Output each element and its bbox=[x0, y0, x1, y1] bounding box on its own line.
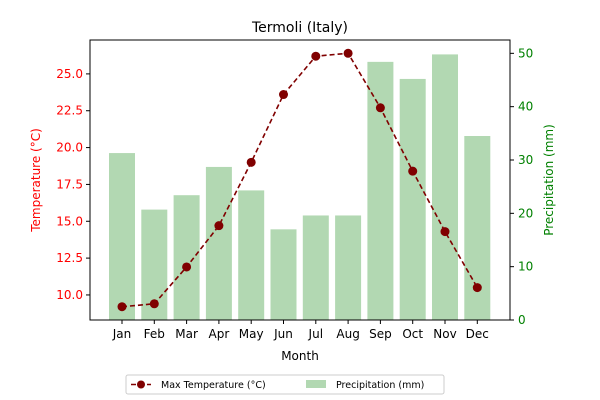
x-tick-label-jul: Jul bbox=[308, 327, 323, 341]
precipitation-bar-may bbox=[238, 190, 265, 320]
temperature-point-aug bbox=[343, 48, 353, 58]
temperature-point-jan bbox=[117, 302, 127, 312]
x-tick-label-sep: Sep bbox=[369, 327, 392, 341]
legend-bar-swatch bbox=[306, 380, 326, 388]
temperature-point-jul bbox=[311, 51, 321, 61]
chart-title: Termoli (Italy) bbox=[251, 20, 348, 36]
x-tick-label-nov: Nov bbox=[433, 327, 456, 341]
temperature-point-mar bbox=[182, 262, 192, 272]
right-y-tick-label: 30 bbox=[518, 153, 533, 167]
left-y-tick-label: 12.5 bbox=[56, 251, 83, 265]
x-axis: Jan Feb Mar Apr May Jun Jul Aug Sep Oct Nov Dec bbox=[112, 320, 489, 341]
right-y-tick-label: 0 bbox=[518, 313, 526, 327]
left-y-axis-label: Temperature (°C) bbox=[29, 128, 43, 233]
precipitation-bar-apr bbox=[205, 166, 232, 320]
x-tick-label-jun: Jun bbox=[273, 327, 293, 341]
plot-frame bbox=[89, 39, 511, 321]
temperature-point-dec bbox=[472, 283, 482, 293]
legend-label-precipitation: Precipitation (mm) bbox=[336, 380, 424, 391]
legend-marker-swatch bbox=[137, 380, 145, 389]
temperature-line-series bbox=[117, 48, 482, 312]
temperature-point-oct bbox=[408, 166, 418, 176]
x-tick-label-may: May bbox=[239, 327, 264, 341]
temperature-point-may bbox=[246, 157, 256, 167]
x-tick-label-apr: Apr bbox=[209, 327, 230, 341]
legend-label-temperature: Max Temperature (°C) bbox=[161, 380, 266, 391]
temperature-point-sep bbox=[375, 103, 385, 113]
right-y-tick-label: 20 bbox=[518, 206, 533, 220]
right-y-axis-label: Precipitation (mm) bbox=[542, 124, 556, 236]
precipitation-bar-nov bbox=[432, 54, 458, 321]
precipitation-bar-dec bbox=[464, 136, 491, 320]
precipitation-bar-jun bbox=[270, 229, 297, 320]
precipitation-bar-jan bbox=[109, 153, 135, 320]
left-y-tick-label: 22.5 bbox=[56, 104, 83, 118]
x-tick-label-jan: Jan bbox=[112, 327, 132, 341]
x-tick-label-aug: Aug bbox=[336, 327, 359, 341]
right-y-axis: 0 10 20 30 40 50 bbox=[510, 46, 533, 327]
left-y-tick-label: 20.0 bbox=[56, 141, 83, 155]
temperature-point-apr bbox=[214, 221, 224, 231]
right-y-tick-label: 10 bbox=[518, 260, 533, 274]
temperature-line bbox=[121, 52, 478, 308]
precipitation-bar-oct bbox=[399, 78, 426, 320]
left-y-tick-label: 17.5 bbox=[56, 177, 83, 191]
legend-box bbox=[125, 374, 445, 395]
x-tick-label-dec: Dec bbox=[466, 327, 489, 341]
precipitation-bar-sep bbox=[367, 61, 394, 320]
x-tick-label-mar: Mar bbox=[175, 327, 198, 341]
left-y-tick-label: 25.0 bbox=[56, 67, 83, 81]
right-y-tick-label: 40 bbox=[518, 100, 533, 114]
x-tick-label-feb: Feb bbox=[144, 327, 165, 341]
right-y-tick-label: 50 bbox=[518, 46, 533, 60]
precipitation-bars bbox=[109, 54, 491, 321]
left-y-tick-label: 15.0 bbox=[56, 214, 83, 228]
left-y-tick-label: 10.0 bbox=[56, 288, 83, 302]
temperature-point-jun bbox=[279, 90, 288, 100]
left-y-axis: 10.0 12.5 15.0 17.5 20.0 22.5 25.0 bbox=[56, 67, 90, 302]
x-axis-label: Month bbox=[281, 349, 319, 363]
legend: Max Temperature (°C) Precipitation (mm) bbox=[125, 374, 445, 395]
temperature-point-nov bbox=[440, 227, 450, 237]
precipitation-bar-jul bbox=[302, 215, 329, 320]
precipitation-bar-mar bbox=[173, 195, 200, 320]
temperature-point-feb bbox=[149, 299, 159, 309]
x-tick-label-oct: Oct bbox=[402, 327, 423, 341]
precipitation-bar-aug bbox=[335, 215, 362, 320]
